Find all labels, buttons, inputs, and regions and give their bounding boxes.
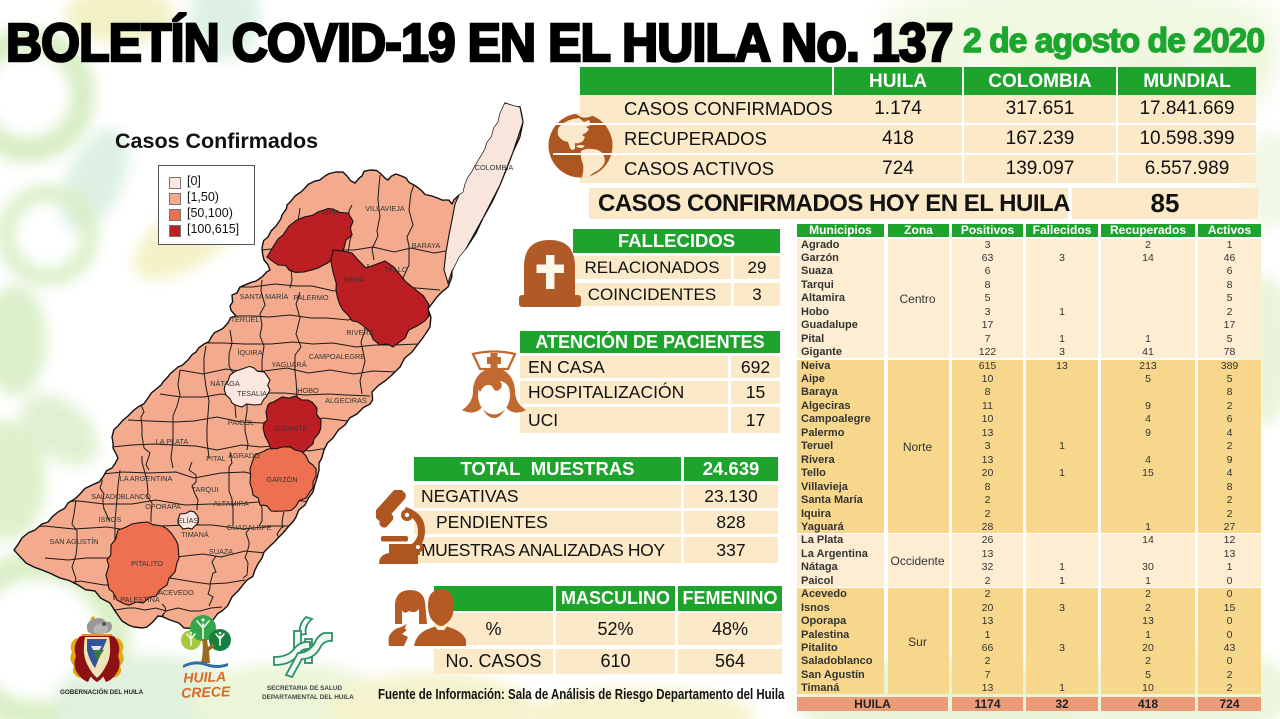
svg-text:PITAL: PITAL [206, 454, 226, 463]
svg-text:LA ARGENTINA: LA ARGENTINA [120, 474, 173, 483]
svg-text:RIVERA: RIVERA [346, 328, 373, 337]
svg-text:GUADALUPE: GUADALUPE [226, 523, 271, 532]
svg-text:SUAZA: SUAZA [209, 547, 233, 556]
svg-text:CAMPOALEGRE: CAMPOALEGRE [309, 352, 365, 361]
svg-text:VILLAVIEJA: VILLAVIEJA [365, 204, 405, 213]
svg-text:ALTAMIRA: ALTAMIRA [213, 499, 249, 508]
svg-text:AIPE: AIPE [322, 208, 339, 217]
svg-text:AGRADO: AGRADO [228, 451, 260, 460]
svg-text:NÁTAGA: NÁTAGA [210, 379, 240, 388]
svg-text:GIGANTE: GIGANTE [275, 424, 308, 433]
svg-text:GARZÓN: GARZÓN [266, 475, 297, 484]
svg-text:SAN AGUSTÍN: SAN AGUSTÍN [49, 537, 98, 546]
svg-text:PAICOL: PAICOL [228, 418, 254, 427]
svg-text:TESALIA: TESALIA [237, 389, 267, 398]
svg-text:PALERMO: PALERMO [293, 293, 328, 302]
svg-text:HOBO: HOBO [297, 386, 319, 395]
svg-text:YAGUARÁ: YAGUARÁ [271, 360, 306, 369]
svg-text:NEIVA: NEIVA [343, 275, 364, 284]
svg-text:SALADOBLANCO: SALADOBLANCO [91, 492, 151, 501]
svg-text:SANTA MARÍA: SANTA MARÍA [240, 292, 289, 301]
svg-text:ACEVEDO: ACEVEDO [158, 588, 194, 597]
svg-text:OPORAPA: OPORAPA [145, 502, 181, 511]
svg-text:TIMANÁ: TIMANÁ [181, 530, 209, 539]
svg-text:BARAYA: BARAYA [412, 241, 441, 250]
svg-text:ALGECIRAS: ALGECIRAS [325, 396, 367, 405]
svg-text:PALESTINA: PALESTINA [120, 595, 160, 604]
svg-text:ELÍAS: ELÍAS [178, 516, 199, 525]
svg-text:COLOMBIA: COLOMBIA [475, 163, 514, 172]
svg-text:PITALITO: PITALITO [131, 559, 163, 568]
svg-text:TARQUI: TARQUI [191, 485, 218, 494]
svg-text:TELLO: TELLO [384, 265, 407, 274]
svg-text:ISNOS: ISNOS [99, 515, 122, 524]
svg-text:ÍQUIRA: ÍQUIRA [237, 348, 262, 357]
svg-text:TERUEL: TERUEL [231, 315, 260, 324]
svg-text:LA PLATA: LA PLATA [156, 437, 189, 446]
